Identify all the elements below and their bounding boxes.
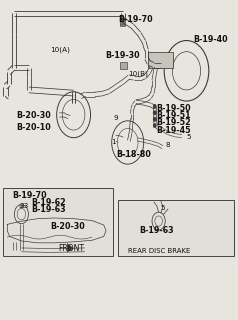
FancyBboxPatch shape	[148, 52, 173, 68]
Text: B-19-70: B-19-70	[12, 191, 47, 200]
Text: B-18-80: B-18-80	[116, 150, 151, 159]
Polygon shape	[67, 244, 73, 252]
Bar	[120, 18, 125, 26]
Text: 5: 5	[187, 134, 191, 140]
Bar	[118, 199, 233, 256]
Text: 10(B): 10(B)	[128, 71, 148, 77]
Text: 5: 5	[161, 205, 165, 212]
Text: B-19-70: B-19-70	[118, 15, 153, 24]
FancyBboxPatch shape	[120, 62, 127, 68]
Text: B-19-62: B-19-62	[31, 198, 66, 207]
Text: B-19-50: B-19-50	[156, 104, 191, 113]
Text: FRONT: FRONT	[58, 244, 84, 253]
Text: B-19-45: B-19-45	[156, 125, 191, 134]
Circle shape	[153, 117, 156, 122]
Text: B-20-30: B-20-30	[17, 111, 51, 120]
Text: B-19-63: B-19-63	[139, 226, 174, 235]
Text: REAR DISC BRAKE: REAR DISC BRAKE	[129, 248, 191, 254]
Text: B-20-30: B-20-30	[50, 222, 85, 231]
Text: 33: 33	[20, 203, 29, 209]
Text: B-19-30: B-19-30	[105, 51, 140, 60]
Text: B-19-63: B-19-63	[31, 204, 66, 213]
Circle shape	[153, 123, 156, 128]
Text: 10(A): 10(A)	[50, 47, 70, 53]
Circle shape	[153, 111, 156, 115]
Text: B-19-51: B-19-51	[156, 111, 191, 120]
Text: B-19-52: B-19-52	[156, 118, 191, 127]
Text: 1: 1	[111, 139, 115, 145]
Bar	[3, 188, 113, 256]
Bar	[20, 204, 23, 208]
Text: B-19-40: B-19-40	[193, 35, 228, 44]
Text: 9: 9	[113, 115, 118, 121]
Text: 8: 8	[165, 142, 170, 148]
Circle shape	[153, 104, 156, 109]
Text: B-20-10: B-20-10	[17, 123, 51, 132]
